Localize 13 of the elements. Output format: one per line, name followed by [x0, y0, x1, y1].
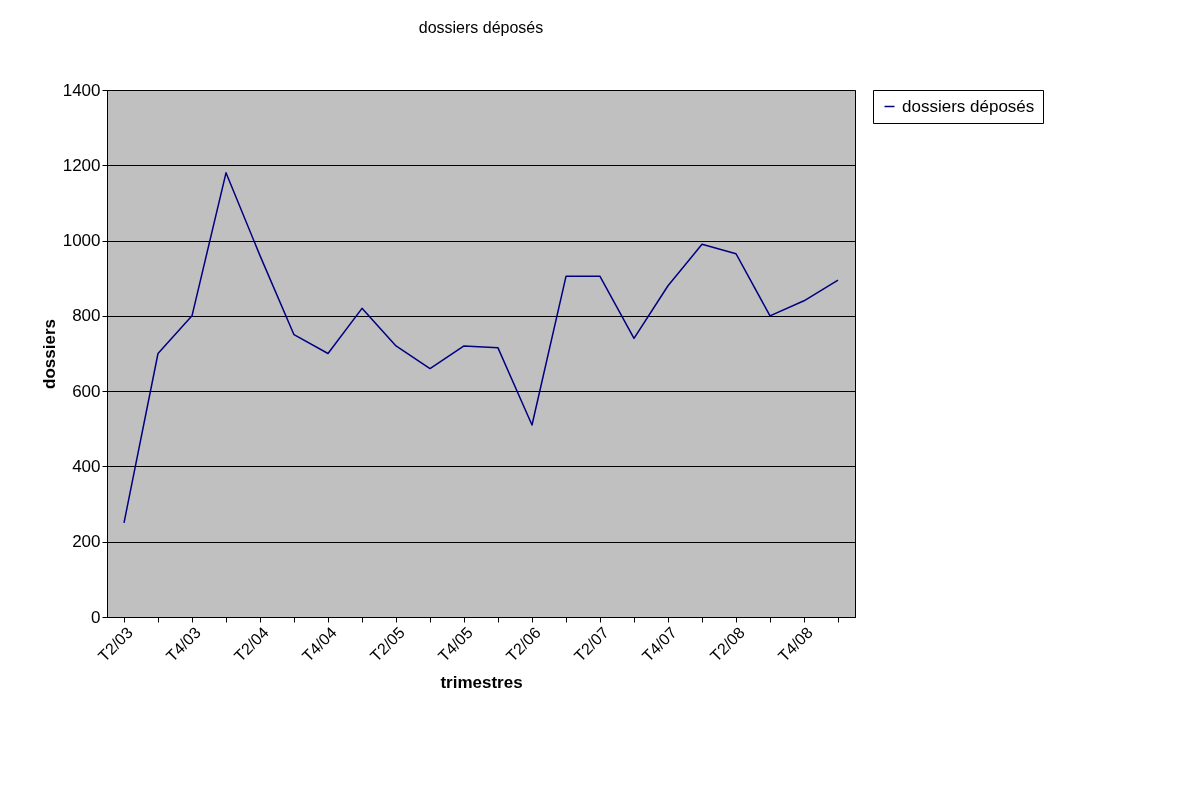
y-tick-label: 400 — [72, 456, 101, 476]
y-tick-label: 200 — [72, 532, 101, 552]
x-axis-title: trimestres — [440, 672, 523, 692]
y-axis-title: dossiers — [39, 319, 59, 389]
y-tick-label: 800 — [72, 306, 101, 326]
y-tick-label: 1000 — [62, 231, 101, 251]
y-tick-label: 600 — [72, 381, 101, 401]
chart-title: dossiers déposés — [418, 19, 544, 36]
legend-label: dossiers déposés — [902, 96, 1035, 116]
y-tick-label: 1400 — [62, 80, 101, 100]
y-tick-label: 0 — [91, 607, 101, 627]
y-tick-label: 1200 — [62, 155, 101, 175]
line-series — [123, 172, 839, 524]
